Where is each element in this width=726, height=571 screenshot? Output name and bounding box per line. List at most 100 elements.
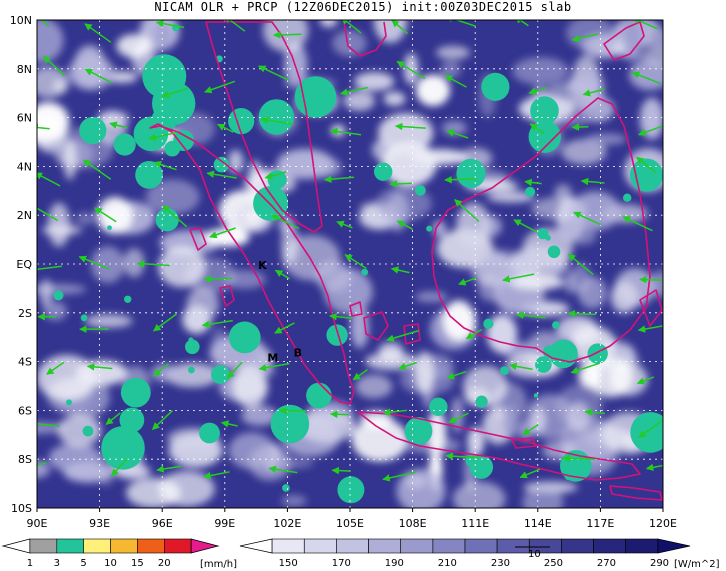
precip-cell <box>337 476 365 504</box>
wind-vector <box>201 319 233 329</box>
wind-vector <box>330 127 362 136</box>
precip-cell <box>537 228 549 240</box>
latitude-label: 2S <box>18 307 32 320</box>
precip-cell <box>547 245 561 259</box>
wind-vector <box>340 86 368 96</box>
cloud-patch <box>404 52 419 85</box>
cloud-patch <box>651 270 663 298</box>
sulawesi-fragment-coast <box>639 289 663 327</box>
precip-cell <box>107 225 112 231</box>
wind-vector <box>94 207 117 223</box>
precip-cell <box>483 318 494 329</box>
wind-vector <box>446 129 469 139</box>
colorbar-tick-label: 190 <box>385 558 404 569</box>
longitude-label: 105E <box>336 517 364 530</box>
wind-vector <box>580 177 605 186</box>
thailand-gulf-coast <box>343 21 387 57</box>
colorbar-tick-label: 20 <box>158 558 171 569</box>
wind-vector <box>109 121 128 129</box>
colorbar-triangle-left <box>239 538 273 554</box>
colorbar-triangle-right <box>190 538 220 554</box>
wind-vector <box>571 33 599 43</box>
wind-vector <box>78 255 110 270</box>
olr-cloud-field <box>37 20 663 508</box>
precip-cell <box>155 208 179 232</box>
cloud-patch <box>153 21 174 50</box>
wind-vector <box>84 68 112 84</box>
cloud-patch <box>37 20 64 63</box>
wind-vector <box>519 468 541 479</box>
wind-vector <box>509 362 533 371</box>
latitude-label: 4N <box>17 160 32 173</box>
wind-vector <box>344 254 367 270</box>
olr-colorbar: 150 170 190 210 230 250 270 290 [W/m^2] 10 <box>239 538 720 570</box>
precip-cell <box>530 96 559 125</box>
colorbar-swatch <box>464 538 498 554</box>
precip-cell <box>415 185 426 196</box>
cloud-patch <box>57 414 102 447</box>
cloud-patch <box>75 360 128 386</box>
precip-cell <box>258 99 295 135</box>
colorbar-swatch <box>137 538 165 554</box>
colorbar-swatch <box>336 538 369 554</box>
colorbar-tick-label: 15 <box>131 558 144 569</box>
lat-lon-grid <box>37 20 663 508</box>
precip-cell <box>587 343 608 364</box>
sumatra-coast <box>149 123 355 405</box>
wind-vector <box>40 20 50 27</box>
wind-vector <box>151 410 174 431</box>
cloud-patch <box>281 495 307 507</box>
coastlines <box>149 21 663 501</box>
wind-vector <box>502 273 535 283</box>
colorbar-swatch <box>83 538 111 554</box>
precip-cell <box>475 395 488 408</box>
wind-vector <box>274 322 295 334</box>
cloud-patch <box>374 20 407 43</box>
malay-peninsula-coast <box>205 21 323 233</box>
colorbar-tick-label: 10 <box>104 558 117 569</box>
cloud-patch <box>467 427 485 457</box>
wind-vector <box>270 214 300 230</box>
station-markers: K M B <box>258 259 302 365</box>
cloud-patch <box>396 468 446 508</box>
precip-cell <box>199 422 220 444</box>
precip-colorbar: 1 3 5 10 15 20 [mm/h] <box>1 538 237 570</box>
wind-vector <box>528 86 548 95</box>
longitude-label: 108E <box>399 517 427 530</box>
wind-vector <box>273 31 302 39</box>
wind-vector <box>645 463 663 472</box>
longitude-label: 96E <box>152 517 173 530</box>
cloud-patch <box>63 139 77 180</box>
cloud-patch <box>570 191 621 231</box>
wind-vector <box>329 312 353 321</box>
cloud-patch <box>436 45 470 60</box>
wind-vector <box>105 412 121 425</box>
wind-vector <box>110 458 128 477</box>
cloud-patch <box>186 287 219 322</box>
latitude-label: 10S <box>11 502 32 515</box>
wind-vector <box>516 311 546 320</box>
colorbar-tick-label: 150 <box>279 558 298 569</box>
cloud-patch <box>610 281 638 314</box>
wind-vector <box>226 361 243 379</box>
colorbar-tick-label: 210 <box>438 558 457 569</box>
wind-vector <box>398 361 418 370</box>
latitude-label: 10N <box>10 14 32 27</box>
cloud-patch <box>440 61 461 79</box>
colorbar-swatch <box>400 538 434 554</box>
colorbar-tick-label: 270 <box>597 558 616 569</box>
wind-vector <box>391 20 408 35</box>
wind-vector <box>84 23 112 43</box>
wind-vector <box>562 454 596 463</box>
station-marker: B <box>294 347 302 360</box>
cloud-patch <box>126 477 181 508</box>
wind-vector <box>513 219 537 233</box>
wind-vector <box>82 159 112 180</box>
cloud-patch <box>284 43 308 87</box>
wind-vector <box>274 269 290 280</box>
colorbar-tick-label: 1 <box>27 558 33 569</box>
cloud-patch <box>567 227 597 245</box>
cloud-patch <box>566 20 614 50</box>
cloud-patch <box>414 351 434 394</box>
wind-vector <box>396 60 426 80</box>
